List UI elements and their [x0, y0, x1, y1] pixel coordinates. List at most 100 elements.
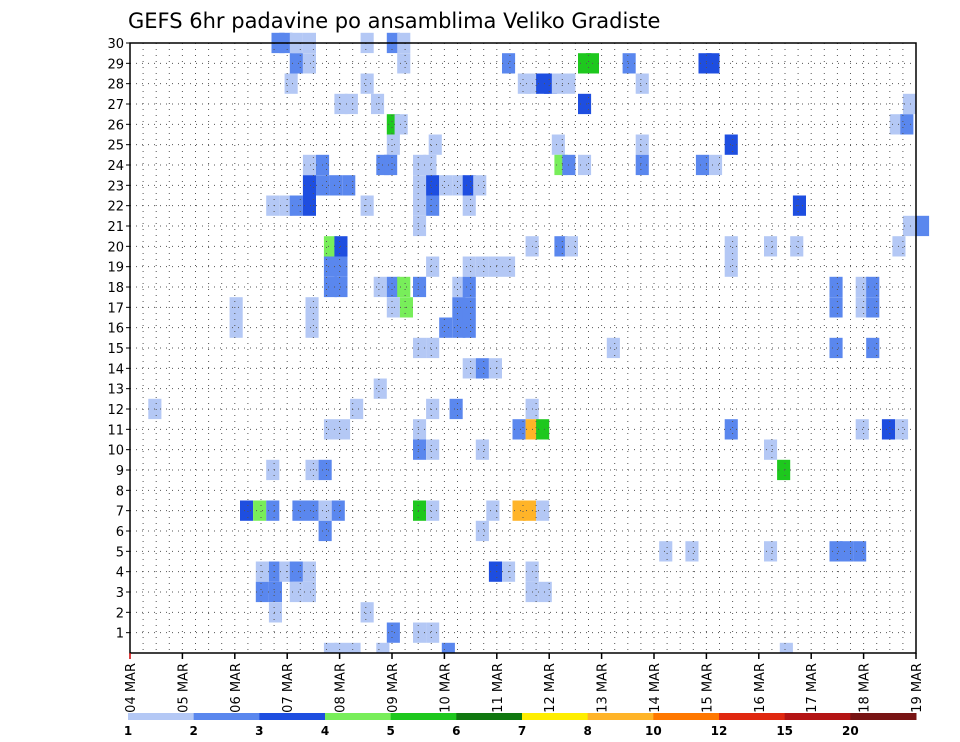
cell-73: [323, 236, 337, 257]
cell-7: [289, 53, 303, 74]
cell-13: [622, 53, 636, 74]
cell-121: [475, 358, 489, 379]
cell-139: [413, 439, 427, 460]
cell-149: [253, 500, 267, 521]
cell-118: [829, 337, 843, 359]
cell-22: [551, 73, 565, 94]
legend-label-2: 3: [255, 724, 263, 738]
cell-85: [462, 256, 476, 277]
cell-54: [342, 175, 356, 196]
cell-134: [536, 419, 550, 440]
y-tick-label-8: 8: [116, 484, 124, 499]
legend-label-1: 2: [189, 724, 197, 738]
cell-114: [462, 317, 476, 338]
cell-24: [635, 73, 649, 94]
cell-27: [371, 93, 385, 115]
x-tick-label-2: 06 MAR: [229, 663, 244, 713]
cell-155: [413, 500, 427, 521]
legend-swatch-9: [719, 713, 786, 720]
legend-label-7: 8: [583, 724, 591, 738]
legend-label-4: 5: [386, 724, 394, 738]
cell-60: [473, 175, 487, 196]
cell-125: [350, 398, 364, 420]
chart-cells: [148, 32, 930, 653]
cell-47: [578, 154, 592, 176]
cell-92: [373, 276, 387, 298]
y-tick-label-30: 30: [107, 37, 124, 52]
cell-101: [229, 297, 243, 318]
legend-label-6: 7: [518, 724, 526, 738]
cell-16: [284, 73, 298, 94]
cell-56: [426, 175, 440, 196]
y-tick-label-18: 18: [107, 281, 124, 296]
cell-167: [840, 541, 854, 562]
cell-157: [486, 500, 500, 521]
cell-123: [373, 378, 387, 399]
cell-111: [305, 317, 319, 338]
cell-152: [305, 500, 319, 521]
cell-178: [268, 581, 282, 603]
cell-138: [895, 419, 909, 440]
legend-swatch-3: [325, 713, 392, 720]
cell-39: [302, 154, 316, 176]
y-tick-label-26: 26: [107, 118, 124, 133]
cell-129: [323, 419, 337, 440]
y-tick-label-10: 10: [107, 444, 124, 459]
cell-170: [268, 561, 282, 582]
x-tick-label-12: 16 MAR: [753, 663, 768, 713]
legend-swatch-4: [390, 713, 457, 720]
y-tick-label-28: 28: [107, 78, 124, 93]
x-tick-label-13: 17 MAR: [805, 663, 820, 713]
cell-179: [289, 581, 303, 603]
legend: 1 2 3 4 5 6 7 8 10 12 15 20: [124, 713, 917, 738]
cell-76: [554, 236, 568, 257]
legend-label-5: 6: [452, 724, 460, 738]
cell-36: [551, 134, 565, 155]
x-axis: 04 MAR 05 MAR 06 MAR 07 MAR 08 MAR 09 MAR 10 M…: [124, 653, 925, 713]
y-tick-label-19: 19: [107, 261, 124, 276]
cell-148: [240, 500, 254, 521]
cell-184: [360, 602, 374, 623]
x-tick-label-0: 04 MAR: [124, 663, 139, 713]
cell-57: [439, 175, 453, 196]
cell-137: [881, 419, 895, 440]
legend-label-0: 1: [124, 724, 132, 738]
y-tick-label-9: 9: [116, 464, 124, 479]
legend-swatch-2: [259, 713, 326, 720]
cell-158: [512, 500, 526, 521]
cell-106: [462, 297, 476, 318]
cell-59: [462, 175, 476, 196]
y-tick-label-7: 7: [116, 505, 124, 520]
cell-107: [829, 297, 843, 318]
cell-190: [347, 642, 361, 653]
cell-142: [764, 439, 778, 460]
cell-132: [512, 419, 526, 440]
cell-154: [331, 500, 345, 521]
cell-141: [475, 439, 489, 460]
cell-33: [900, 114, 914, 135]
cell-37: [635, 134, 649, 155]
y-tick-label-15: 15: [107, 342, 124, 357]
y-tick-label-6: 6: [116, 525, 124, 540]
legend-label-8: 10: [645, 724, 662, 738]
cell-180: [302, 581, 316, 603]
cell-68: [462, 195, 476, 216]
legend-label-10: 15: [776, 724, 793, 738]
cell-193: [779, 642, 793, 653]
y-tick-label-13: 13: [107, 383, 124, 398]
legend-swatch-0: [128, 713, 195, 720]
y-tick-label-24: 24: [107, 159, 124, 174]
cell-160: [536, 500, 550, 521]
cell-187: [426, 622, 440, 643]
y-axis: 1234567891011121314151617181920212223242…: [107, 37, 130, 642]
cell-43: [413, 154, 427, 176]
cell-119: [866, 337, 880, 359]
cell-63: [289, 195, 303, 216]
y-tick-label-21: 21: [107, 220, 124, 235]
cell-79: [764, 236, 778, 257]
cell-38: [724, 134, 738, 155]
y-tick-label-3: 3: [116, 586, 124, 601]
cell-31: [394, 114, 408, 135]
cell-103: [386, 297, 400, 318]
cell-53: [329, 175, 343, 196]
